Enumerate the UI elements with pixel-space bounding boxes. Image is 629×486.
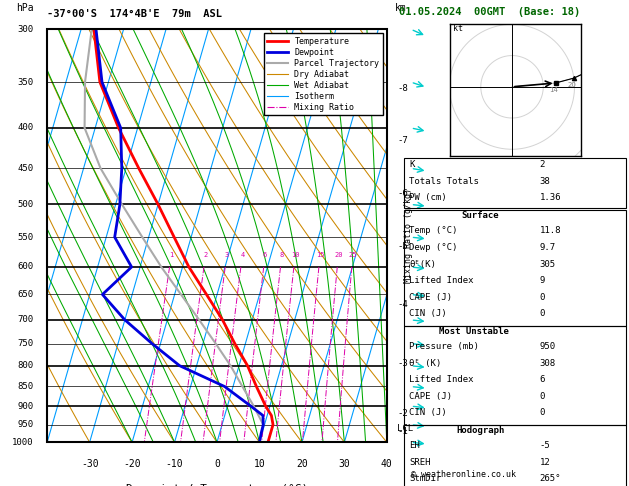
Text: kt: kt xyxy=(453,23,463,33)
Text: -37°00'S  174°4B'E  79m  ASL: -37°00'S 174°4B'E 79m ASL xyxy=(47,9,222,19)
Text: CIN (J): CIN (J) xyxy=(409,408,447,417)
Text: 400: 400 xyxy=(18,123,33,132)
Text: 950: 950 xyxy=(18,420,33,429)
Text: 1000: 1000 xyxy=(12,438,33,447)
Text: SREH: SREH xyxy=(409,458,431,467)
Text: 650: 650 xyxy=(18,290,33,299)
Text: Dewpoint / Temperature (°C): Dewpoint / Temperature (°C) xyxy=(126,484,308,486)
Text: 0: 0 xyxy=(214,459,220,469)
Text: 265°: 265° xyxy=(540,474,561,484)
Text: 11.8: 11.8 xyxy=(540,226,561,236)
Text: 450: 450 xyxy=(18,164,33,173)
Text: -10: -10 xyxy=(165,459,184,469)
Text: Hodograph: Hodograph xyxy=(457,426,505,435)
Text: -5: -5 xyxy=(540,441,550,451)
Text: 6: 6 xyxy=(263,252,267,259)
Text: 30: 30 xyxy=(338,459,350,469)
Text: 550: 550 xyxy=(18,233,33,242)
Text: 38: 38 xyxy=(540,177,550,186)
Text: -7: -7 xyxy=(397,136,408,145)
Text: -30: -30 xyxy=(81,459,99,469)
Text: 700: 700 xyxy=(18,315,33,324)
Text: 10: 10 xyxy=(291,252,299,259)
Text: hPa: hPa xyxy=(16,2,33,13)
Text: 1.36: 1.36 xyxy=(540,193,561,203)
Text: CAPE (J): CAPE (J) xyxy=(409,392,452,401)
Text: -3: -3 xyxy=(397,359,408,368)
Text: 14: 14 xyxy=(549,87,558,93)
Text: 9.7: 9.7 xyxy=(540,243,556,252)
Text: 750: 750 xyxy=(18,339,33,348)
Text: 500: 500 xyxy=(18,200,33,209)
Text: 25: 25 xyxy=(348,252,357,259)
Text: Lifted Index: Lifted Index xyxy=(409,276,474,285)
Text: Dewp (°C): Dewp (°C) xyxy=(409,243,458,252)
Text: K: K xyxy=(409,160,415,170)
Text: 305: 305 xyxy=(540,260,556,269)
Text: 20: 20 xyxy=(567,83,577,88)
Text: 950: 950 xyxy=(540,342,556,351)
Text: CAPE (J): CAPE (J) xyxy=(409,293,452,302)
Text: LCL: LCL xyxy=(397,424,413,433)
Text: -8: -8 xyxy=(397,85,408,93)
Text: 3: 3 xyxy=(225,252,229,259)
Text: Temp (°C): Temp (°C) xyxy=(409,226,458,236)
Text: PW (cm): PW (cm) xyxy=(409,193,447,203)
Text: -5: -5 xyxy=(397,242,408,251)
Text: -20: -20 xyxy=(123,459,141,469)
Text: 40: 40 xyxy=(381,459,392,469)
Text: 900: 900 xyxy=(18,401,33,411)
Text: 12: 12 xyxy=(540,458,550,467)
Text: 4: 4 xyxy=(240,252,245,259)
Text: 9: 9 xyxy=(540,276,545,285)
Text: -2: -2 xyxy=(397,409,408,418)
Text: Lifted Index: Lifted Index xyxy=(409,375,474,384)
Text: θᴱ(K): θᴱ(K) xyxy=(409,260,437,269)
Text: 20: 20 xyxy=(334,252,343,259)
Text: 0: 0 xyxy=(540,408,545,417)
Text: © weatheronline.co.uk: © weatheronline.co.uk xyxy=(411,469,516,479)
Text: 300: 300 xyxy=(18,25,33,34)
Text: 2: 2 xyxy=(540,160,545,170)
Text: 8: 8 xyxy=(280,252,284,259)
Text: Totals Totals: Totals Totals xyxy=(409,177,479,186)
Text: 800: 800 xyxy=(18,361,33,370)
Text: 20: 20 xyxy=(296,459,308,469)
Text: θᴱ (K): θᴱ (K) xyxy=(409,359,442,368)
Text: 1: 1 xyxy=(169,252,174,259)
Text: 350: 350 xyxy=(18,78,33,87)
Text: Most Unstable: Most Unstable xyxy=(439,327,509,336)
Text: EH: EH xyxy=(409,441,420,451)
Text: -1: -1 xyxy=(397,427,408,435)
Text: Surface: Surface xyxy=(461,211,499,221)
Text: 600: 600 xyxy=(18,262,33,272)
Text: -4: -4 xyxy=(397,300,408,310)
Legend: Temperature, Dewpoint, Parcel Trajectory, Dry Adiabat, Wet Adiabat, Isotherm, Mi: Temperature, Dewpoint, Parcel Trajectory… xyxy=(264,34,382,116)
Text: CIN (J): CIN (J) xyxy=(409,309,447,318)
Text: 850: 850 xyxy=(18,382,33,391)
Text: 0: 0 xyxy=(540,293,545,302)
Text: 01.05.2024  00GMT  (Base: 18): 01.05.2024 00GMT (Base: 18) xyxy=(399,7,581,17)
Text: 2: 2 xyxy=(203,252,208,259)
Text: StmDir: StmDir xyxy=(409,474,442,484)
Text: 308: 308 xyxy=(540,359,556,368)
Text: 15: 15 xyxy=(316,252,325,259)
Text: 0: 0 xyxy=(540,309,545,318)
Text: 0: 0 xyxy=(540,392,545,401)
Text: km: km xyxy=(395,2,407,13)
Text: 10: 10 xyxy=(253,459,265,469)
Text: Pressure (mb): Pressure (mb) xyxy=(409,342,479,351)
Text: 6: 6 xyxy=(540,375,545,384)
Text: Mixing Ratio (g/kg): Mixing Ratio (g/kg) xyxy=(404,188,413,283)
Text: -6: -6 xyxy=(397,190,408,198)
